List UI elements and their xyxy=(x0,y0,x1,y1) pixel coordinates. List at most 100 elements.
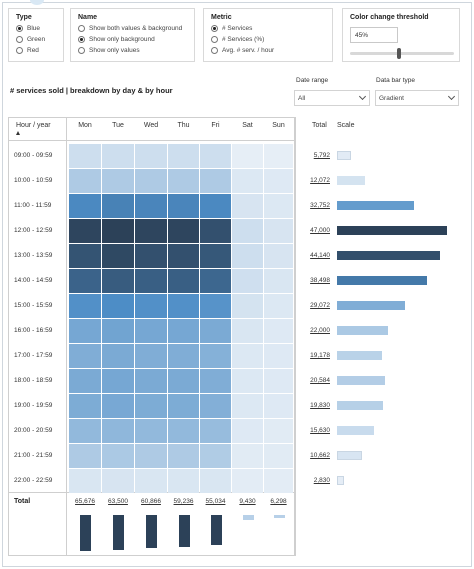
heatmap-cell[interactable] xyxy=(102,219,134,243)
heatmap-cell[interactable] xyxy=(168,194,199,218)
heatmap-cell[interactable] xyxy=(135,219,167,243)
type-option-red[interactable]: Red xyxy=(16,47,39,54)
day-header-sat[interactable]: Sat xyxy=(242,122,253,129)
heatmap-cell[interactable] xyxy=(69,294,101,318)
row-total-value[interactable]: 19,178 xyxy=(310,352,330,359)
heatmap-cell[interactable] xyxy=(135,469,167,493)
heatmap-cell[interactable] xyxy=(264,194,293,218)
column-total-value[interactable]: 60,866 xyxy=(141,498,161,505)
heatmap-cell[interactable] xyxy=(264,344,293,368)
heatmap-cell[interactable] xyxy=(69,419,101,443)
day-header-sun[interactable]: Sun xyxy=(272,122,285,129)
heatmap-cell[interactable] xyxy=(102,469,134,493)
row-total-value[interactable]: 15,630 xyxy=(310,427,330,434)
heatmap-cell[interactable] xyxy=(135,369,167,393)
heatmap-cell[interactable] xyxy=(168,269,199,293)
heatmap-cell[interactable] xyxy=(135,169,167,193)
date-range-dropdown[interactable]: All xyxy=(294,90,370,106)
day-header-tue[interactable]: Tue xyxy=(112,122,124,129)
heatmap-cell[interactable] xyxy=(135,344,167,368)
heatmap-cell[interactable] xyxy=(135,319,167,343)
heatmap-cell[interactable] xyxy=(168,244,199,268)
row-total-value[interactable]: 19,830 xyxy=(310,402,330,409)
heatmap-cell[interactable] xyxy=(232,369,263,393)
heatmap-cell[interactable] xyxy=(264,269,293,293)
row-total-value[interactable]: 20,584 xyxy=(310,377,330,384)
heatmap-cell[interactable] xyxy=(135,144,167,168)
heatmap-cell[interactable] xyxy=(200,444,231,468)
column-total-value[interactable]: 9,430 xyxy=(239,498,256,505)
heatmap-cell[interactable] xyxy=(102,319,134,343)
heatmap-cell[interactable] xyxy=(168,344,199,368)
heatmap-cell[interactable] xyxy=(135,269,167,293)
heatmap-cell[interactable] xyxy=(200,169,231,193)
column-total-value[interactable]: 65,676 xyxy=(75,498,95,505)
heatmap-cell[interactable] xyxy=(232,469,263,493)
heatmap-cell[interactable] xyxy=(168,469,199,493)
row-total-value[interactable]: 5,792 xyxy=(313,152,330,159)
heatmap-cell[interactable] xyxy=(264,294,293,318)
heatmap-cell[interactable] xyxy=(232,219,263,243)
column-total-value[interactable]: 55,034 xyxy=(205,498,226,505)
row-total-value[interactable]: 47,000 xyxy=(310,227,330,234)
column-total-value[interactable]: 59,236 xyxy=(173,498,194,505)
heatmap-cell[interactable] xyxy=(232,294,263,318)
heatmap-cell[interactable] xyxy=(168,419,199,443)
row-total-value[interactable]: 32,752 xyxy=(310,202,330,209)
heatmap-cell[interactable] xyxy=(102,344,134,368)
hour-column-header[interactable]: Hour / year xyxy=(16,122,51,129)
heatmap-cell[interactable] xyxy=(232,144,263,168)
heatmap-cell[interactable] xyxy=(264,219,293,243)
metric-option-avg[interactable]: Avg. # serv. / hour xyxy=(211,47,274,54)
heatmap-cell[interactable] xyxy=(168,319,199,343)
row-total-value[interactable]: 38,498 xyxy=(310,277,330,284)
name-option-values[interactable]: Show only values xyxy=(78,47,140,54)
heatmap-cell[interactable] xyxy=(102,144,134,168)
total-column-header[interactable]: Total xyxy=(312,122,327,129)
heatmap-cell[interactable] xyxy=(264,419,293,443)
heatmap-cell[interactable] xyxy=(200,269,231,293)
heatmap-cell[interactable] xyxy=(69,369,101,393)
heatmap-cell[interactable] xyxy=(102,244,134,268)
metric-option-services[interactable]: # Services xyxy=(211,25,252,32)
row-total-value[interactable]: 22,000 xyxy=(310,327,330,334)
data-bar-type-dropdown[interactable]: Gradient xyxy=(375,90,459,106)
threshold-slider-track[interactable] xyxy=(350,52,454,55)
heatmap-cell[interactable] xyxy=(232,319,263,343)
heatmap-cell[interactable] xyxy=(69,144,101,168)
heatmap-cell[interactable] xyxy=(102,419,134,443)
heatmap-cell[interactable] xyxy=(232,394,263,418)
heatmap-cell[interactable] xyxy=(69,444,101,468)
heatmap-cell[interactable] xyxy=(168,394,199,418)
day-header-wed[interactable]: Wed xyxy=(143,122,159,129)
name-option-both[interactable]: Show both values & background xyxy=(78,25,182,32)
heatmap-cell[interactable] xyxy=(102,369,134,393)
heatmap-cell[interactable] xyxy=(102,169,134,193)
heatmap-cell[interactable] xyxy=(69,394,101,418)
sort-ascending-icon[interactable] xyxy=(16,131,20,135)
heatmap-cell[interactable] xyxy=(69,194,101,218)
heatmap-cell[interactable] xyxy=(102,444,134,468)
heatmap-cell[interactable] xyxy=(200,369,231,393)
type-option-blue[interactable]: Blue xyxy=(16,25,40,32)
heatmap-cell[interactable] xyxy=(69,169,101,193)
heatmap-cell[interactable] xyxy=(102,394,134,418)
heatmap-cell[interactable] xyxy=(200,219,231,243)
heatmap-cell[interactable] xyxy=(135,394,167,418)
heatmap-cell[interactable] xyxy=(264,319,293,343)
column-total-value[interactable]: 6,298 xyxy=(270,498,287,505)
heatmap-cell[interactable] xyxy=(264,369,293,393)
heatmap-cell[interactable] xyxy=(135,444,167,468)
heatmap-cell[interactable] xyxy=(200,344,231,368)
heatmap-cell[interactable] xyxy=(232,444,263,468)
heatmap-cell[interactable] xyxy=(232,419,263,443)
metric-option-services-pct[interactable]: # Services (%) xyxy=(211,36,264,43)
heatmap-cell[interactable] xyxy=(232,344,263,368)
heatmap-cell[interactable] xyxy=(232,244,263,268)
heatmap-cell[interactable] xyxy=(102,194,134,218)
day-header-thu[interactable]: Thu xyxy=(177,122,190,129)
type-option-green[interactable]: Green xyxy=(16,36,45,43)
heatmap-cell[interactable] xyxy=(200,294,231,318)
heatmap-cell[interactable] xyxy=(102,269,134,293)
heatmap-cell[interactable] xyxy=(69,319,101,343)
